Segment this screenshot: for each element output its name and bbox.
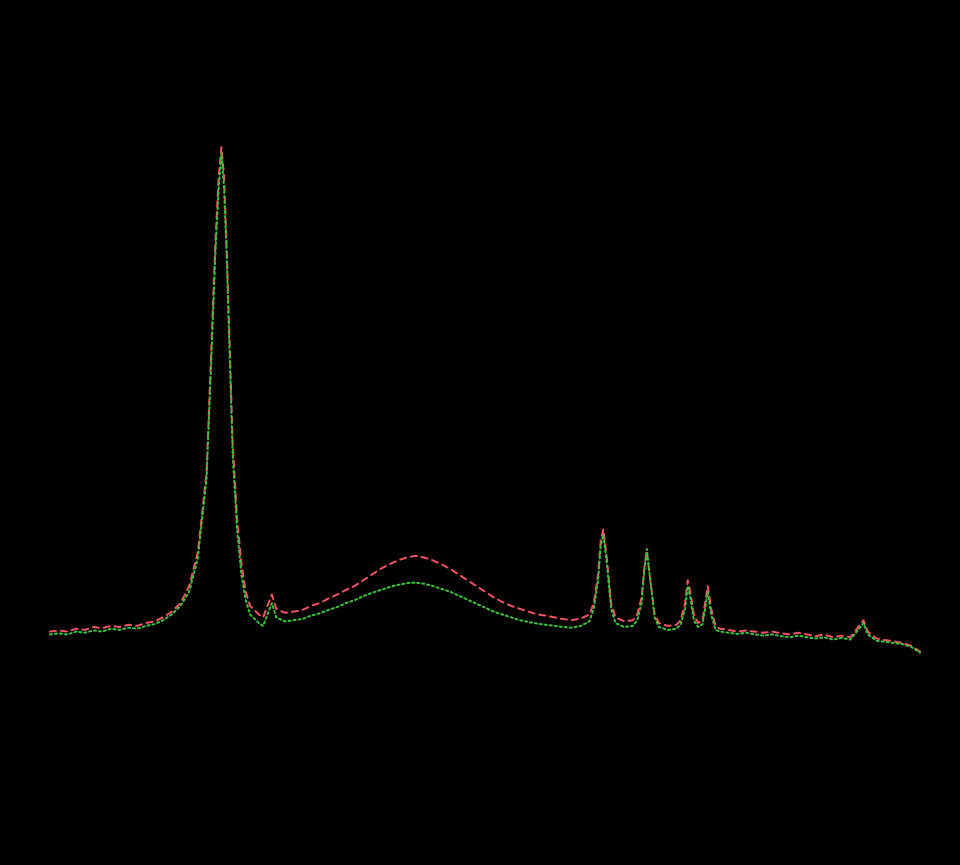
spectrum-chart (0, 0, 960, 865)
chart-background (0, 0, 960, 865)
chart-svg (0, 0, 960, 865)
